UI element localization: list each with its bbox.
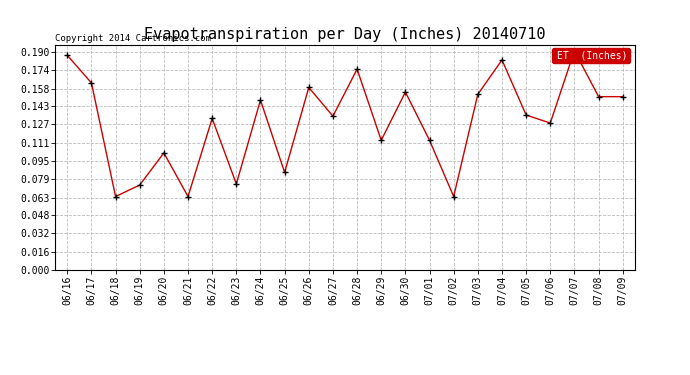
Text: Copyright 2014 Cartronics.com: Copyright 2014 Cartronics.com (55, 34, 211, 43)
Title: Evapotranspiration per Day (Inches) 20140710: Evapotranspiration per Day (Inches) 2014… (144, 27, 546, 42)
Legend: ET  (Inches): ET (Inches) (552, 48, 630, 63)
